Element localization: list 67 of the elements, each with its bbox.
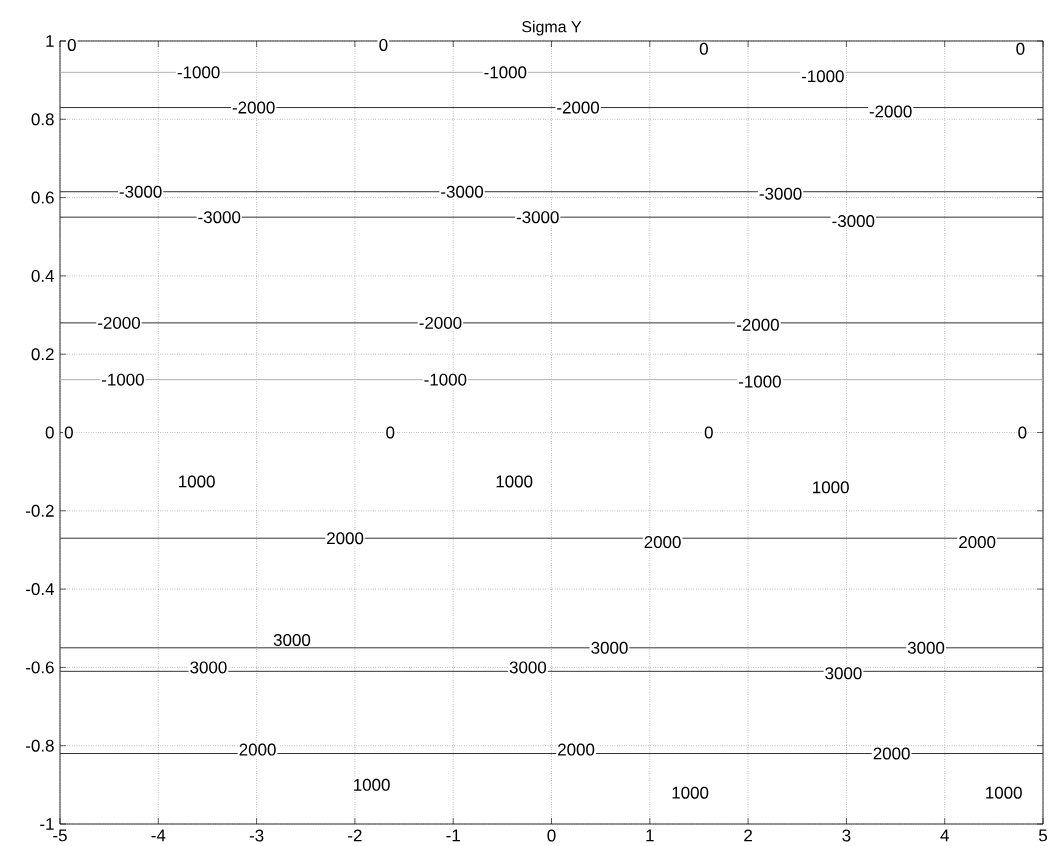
- annotation: -1000: [738, 375, 781, 388]
- annotation: 2000: [558, 743, 595, 756]
- annotation: 3000: [190, 661, 227, 674]
- x-tick-label: -1: [446, 829, 460, 842]
- y-tick-label: -0.2: [26, 504, 54, 517]
- annotation: 3000: [509, 661, 547, 674]
- annotation: -1000: [484, 66, 527, 79]
- annotation: 0: [386, 426, 395, 439]
- x-tick-label: 2: [744, 829, 752, 842]
- annotation: -2000: [869, 105, 912, 118]
- annotation: 0: [64, 426, 73, 439]
- annotation: -2000: [737, 318, 779, 331]
- annotation: -1000: [177, 66, 220, 79]
- annotation: 0: [699, 42, 708, 55]
- y-tick-label: 0.2: [31, 348, 54, 361]
- annotation: -3000: [198, 211, 241, 224]
- annotation: 1000: [672, 786, 709, 799]
- y-tick-label: 0.4: [31, 269, 54, 282]
- annotation: 1000: [986, 786, 1022, 799]
- annotation: 1000: [813, 481, 849, 494]
- annotation: -2000: [98, 316, 140, 329]
- annotation: 0: [67, 38, 76, 51]
- annotation: 2000: [644, 536, 681, 549]
- annotation: -3000: [832, 215, 875, 228]
- annotation: 0: [1016, 42, 1025, 55]
- y-tick-label: 0: [45, 426, 54, 439]
- y-tick-label: -0.6: [26, 661, 54, 674]
- x-tick-label: -3: [249, 829, 264, 842]
- annotation: -3000: [516, 211, 559, 224]
- annotation: 0: [1018, 426, 1027, 439]
- annotation: 3000: [273, 633, 311, 646]
- y-tick-label: 1: [46, 35, 54, 47]
- annotation: -3000: [759, 187, 802, 200]
- annotation: -1000: [102, 373, 144, 386]
- annotation: -3000: [119, 185, 162, 198]
- annotation: 2000: [959, 536, 996, 549]
- y-tick-label: -0.4: [26, 583, 54, 596]
- annotation: -2000: [419, 316, 462, 329]
- x-tick-label: -5: [53, 829, 67, 842]
- annotation: 0: [704, 426, 713, 439]
- annotation: 3000: [907, 641, 945, 654]
- annotation: 2000: [327, 532, 364, 545]
- x-tick-label: 4: [940, 829, 949, 842]
- x-tick-label: 1: [646, 829, 654, 842]
- x-tick-label: 5: [1038, 829, 1047, 842]
- x-tick-label: 0: [547, 829, 556, 842]
- chart-title: Sigma Y: [522, 20, 582, 36]
- annotation: -3000: [441, 185, 484, 198]
- y-tick-label: -0.8: [26, 739, 54, 752]
- annotation: 2000: [239, 743, 276, 756]
- y-tick-label: 0.8: [31, 113, 54, 126]
- annotation: 3000: [825, 667, 862, 680]
- annotation: -2000: [557, 101, 600, 114]
- annotation: 1000: [496, 475, 533, 488]
- annotation: 1000: [354, 778, 390, 791]
- y-tick-label: 0.6: [31, 191, 54, 204]
- annotation: 2000: [873, 747, 910, 760]
- y-tick-label: -1: [40, 818, 54, 830]
- x-tick-label: -2: [348, 829, 362, 842]
- x-tick-label: -4: [151, 829, 166, 842]
- annotation: -2000: [232, 101, 275, 114]
- x-tick-label: 3: [842, 829, 851, 842]
- annotation: 1000: [179, 475, 215, 488]
- annotation: -1000: [801, 70, 844, 83]
- annotation: -1000: [424, 373, 467, 386]
- annotation: 3000: [591, 641, 628, 654]
- annotation: 0: [379, 38, 388, 51]
